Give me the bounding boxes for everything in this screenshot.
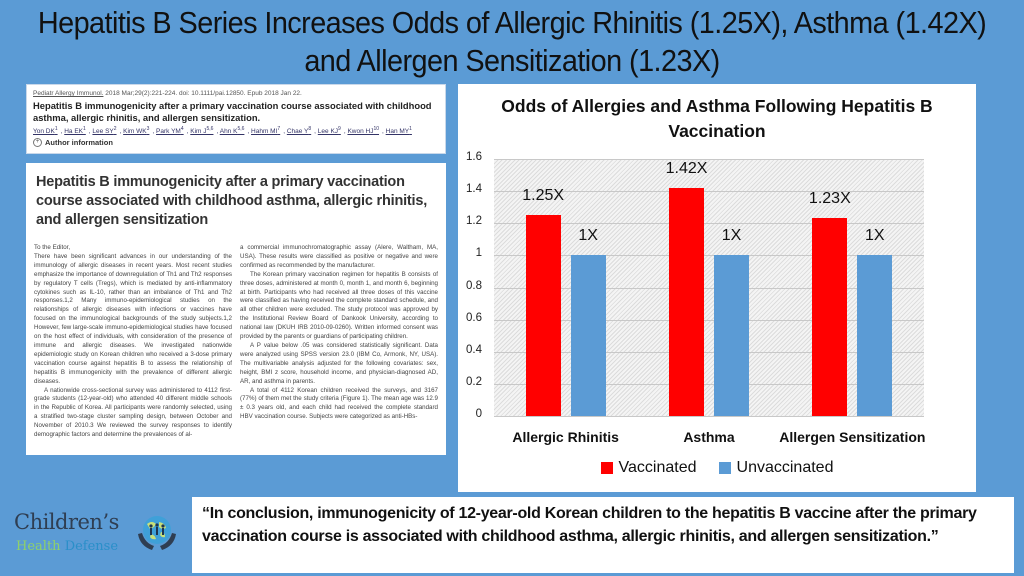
- author-link[interactable]: Yon DK1: [33, 126, 58, 136]
- plot-area: 0 0.2 0.4 0.6 0.8 1 1.2 1.4 1.6 1.25X 1X 1.42X 1X 1.2…: [466, 151, 924, 420]
- gridline: [494, 191, 924, 193]
- data-label: 1.42X: [665, 159, 708, 177]
- y-tick-label: 1.4: [466, 183, 482, 196]
- paper-paragraph: To the Editor,: [34, 244, 71, 251]
- paper-paragraph: A P value below .05 was considered stati…: [240, 341, 438, 385]
- y-tick-label: 0: [475, 408, 482, 420]
- conclusion-quote: “In conclusion, immunogenicity of 12-yea…: [192, 497, 1014, 573]
- author-information-toggle[interactable]: + Author information: [33, 138, 439, 148]
- gridline: [494, 159, 924, 160]
- author-link[interactable]: Hahm MI7: [251, 126, 281, 136]
- author-link[interactable]: Han MY1: [385, 126, 412, 136]
- y-tick-label: 0.6: [466, 311, 482, 324]
- bar-chart: Odds of Allergies and Asthma Following H…: [458, 84, 976, 492]
- data-label: 1.23X: [808, 190, 851, 208]
- chart-title: Odds of Allergies and Asthma Following H…: [501, 96, 933, 141]
- author-link[interactable]: Kim WK3: [123, 126, 150, 136]
- paper-excerpt: Hepatitis B immunogenicity after a prima…: [26, 163, 446, 455]
- author-link[interactable]: Lee SY2: [92, 126, 117, 136]
- gridline: [494, 383, 924, 385]
- paper-paragraph: The Korean primary vaccination regimen f…: [240, 270, 438, 341]
- y-tick-label: 0.4: [466, 343, 482, 356]
- abstract-title: Hepatitis B immunogenicity after a prima…: [33, 100, 432, 123]
- abstract-card: Pediatr Allergy Immunol. 2018 Mar;29(2):…: [26, 84, 446, 154]
- paper-column-1: To the Editor, There have been significa…: [34, 244, 232, 440]
- legend-label: Vaccinated: [618, 459, 697, 476]
- citation-text: 2018 Mar;29(2):221-224. doi: 10.1111/pai…: [103, 90, 302, 97]
- bar-vaccinated-allergic-rhinitis: [525, 215, 561, 416]
- gridline: [494, 255, 924, 257]
- abstract-citation: Pediatr Allergy Immunol. 2018 Mar;29(2):…: [33, 90, 439, 97]
- legend-item-unvaccinated: Unvaccinated: [718, 459, 834, 477]
- data-label: 1X: [865, 227, 885, 245]
- author-link[interactable]: Park YM4: [156, 126, 184, 136]
- bar-unvaccinated-allergic-rhinitis: [570, 255, 606, 416]
- author-link[interactable]: Ha EK1: [64, 126, 86, 136]
- gridline: [494, 223, 924, 225]
- bar-unvaccinated-asthma: [714, 255, 749, 416]
- x-category-label: Asthma: [683, 429, 735, 445]
- gridline: [494, 319, 924, 321]
- bar-vaccinated-asthma: [669, 187, 704, 416]
- childrens-health-defense-logo: Children’s Health Defense: [14, 510, 184, 568]
- gridline: [494, 416, 924, 417]
- author-list: Yon DK1, Ha EK1, Lee SY2, Kim WK3, Park …: [33, 126, 412, 136]
- paper-title: Hepatitis B immunogenicity after a prima…: [36, 174, 428, 228]
- y-tick-label: 1: [475, 247, 482, 260]
- x-category-label: Allergic Rhinitis: [512, 429, 619, 445]
- paper-paragraph: a commercial immunochromatographic assay…: [240, 244, 438, 269]
- paper-paragraph: A total of 4112 Korean children received…: [240, 386, 438, 421]
- legend-item-vaccinated: Vaccinated: [600, 459, 697, 477]
- y-tick-label: 1.6: [466, 151, 482, 163]
- data-label: 1X: [721, 227, 742, 245]
- paper-column-2: a commercial immunochromatographic assay…: [240, 244, 438, 440]
- data-label: 1.25X: [522, 187, 565, 205]
- author-link[interactable]: Kim J5,6: [190, 126, 214, 136]
- paper-paragraph: There have been significant advances in …: [34, 252, 232, 385]
- bar-vaccinated-allergen-sensitization: [812, 218, 848, 416]
- author-link[interactable]: Kwon HJ10: [347, 126, 380, 136]
- logo-text-line2: Health Defense: [16, 539, 118, 554]
- x-category-label: Allergen Sensitization: [779, 429, 926, 445]
- author-link[interactable]: Chae Y8: [286, 126, 312, 136]
- y-tick-label: 1.2: [466, 215, 482, 228]
- gridline: [494, 351, 924, 353]
- y-tick-label: 0.8: [466, 279, 482, 292]
- legend-label: Unvaccinated: [736, 459, 834, 476]
- globe-hands-icon: [138, 516, 176, 550]
- author-link[interactable]: Ahn K5,6: [219, 126, 245, 136]
- bar-unvaccinated-allergen-sensitization: [857, 255, 893, 416]
- y-tick-label: 0.2: [466, 375, 482, 388]
- legend-swatch-blue: [718, 462, 731, 474]
- author-link[interactable]: Lee KJ9: [317, 126, 341, 136]
- journal-link[interactable]: Pediatr Allergy Immunol.: [33, 90, 104, 97]
- paper-paragraph: A nationwide cross-sectional survey was …: [34, 386, 232, 439]
- legend-swatch-red: [600, 462, 613, 474]
- slide-title: Hepatitis B Series Increases Odds of All…: [37, 5, 987, 78]
- logo-word-health: Health: [16, 539, 61, 554]
- author-information-label: Author information: [45, 138, 113, 148]
- logo-word-defense: Defense: [64, 539, 119, 554]
- gridline: [494, 287, 924, 289]
- data-label: 1X: [578, 227, 598, 245]
- chart-legend: Vaccinated Unvaccinated: [458, 459, 976, 477]
- expand-plus-icon: +: [33, 138, 42, 148]
- logo-text-line1: Children’s: [14, 510, 119, 534]
